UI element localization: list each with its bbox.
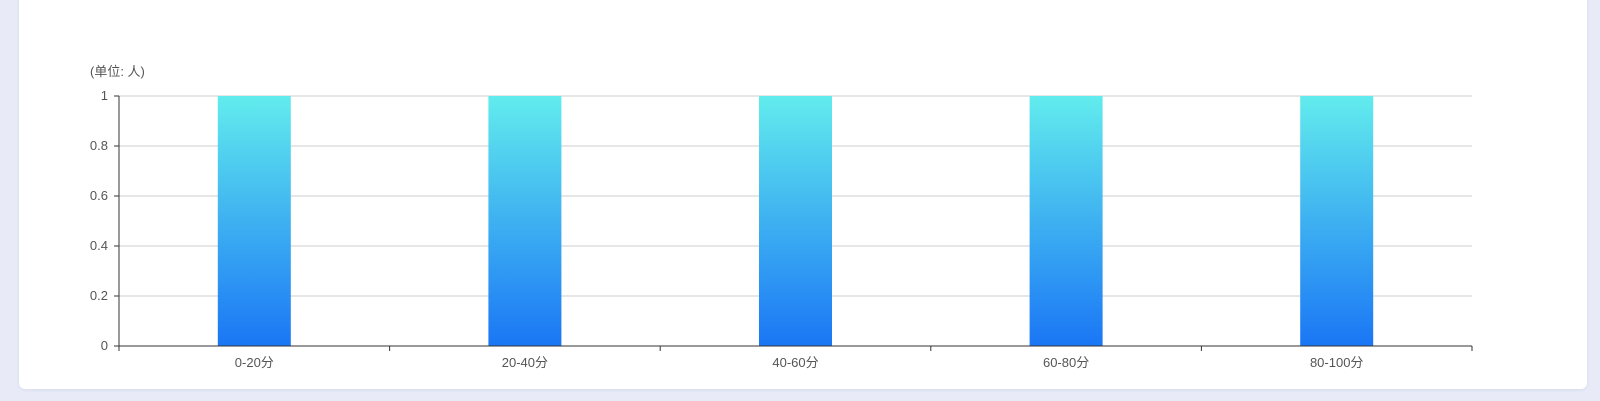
bar	[488, 96, 562, 346]
x-tick-label: 60-80分	[1043, 355, 1089, 370]
y-tick-label: 0.8	[90, 138, 108, 153]
y-axis-unit-label: (单位: 人)	[90, 64, 145, 79]
tick-labels: 0 0.2 0.4 0.6 0.8 1 0-20分 20-40分 40-60分 60-80分 80-…	[90, 88, 1364, 370]
x-tick-label: 0-20分	[235, 355, 274, 370]
x-tick-label: 20-40分	[502, 355, 548, 370]
x-tick-label: 40-60分	[772, 355, 818, 370]
bar	[1300, 96, 1374, 346]
bar	[759, 96, 832, 346]
y-tick-label: 0.6	[90, 188, 108, 203]
bar	[217, 96, 291, 346]
y-tick-label: 0.2	[90, 288, 108, 303]
axes	[114, 95, 1473, 351]
y-tick-label: 1	[101, 88, 108, 103]
bar	[1029, 96, 1103, 346]
y-tick-label: 0.4	[90, 238, 108, 253]
x-tick-label: 80-100分	[1310, 355, 1363, 370]
y-tick-label: 0	[101, 338, 108, 353]
bars	[217, 96, 1374, 346]
